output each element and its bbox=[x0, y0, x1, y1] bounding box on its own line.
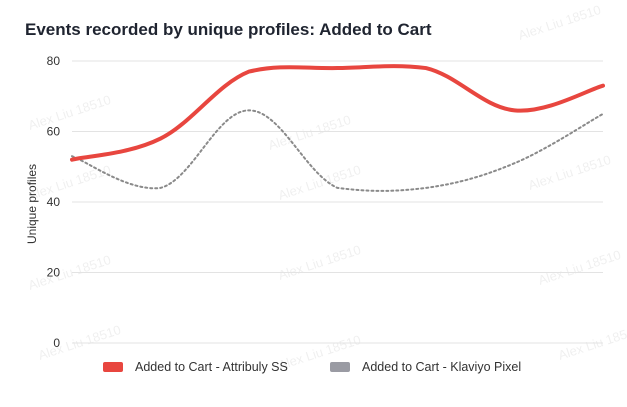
chart-title: Events recorded by unique profiles: Adde… bbox=[25, 20, 432, 39]
watermark-text: Alex Liu 18510 bbox=[36, 322, 122, 363]
watermark-text: Alex Liu 18510 bbox=[536, 247, 622, 288]
y-tick-label: 60 bbox=[47, 125, 61, 139]
watermark-layer: Alex Liu 18510 Alex Liu 18510 Alex Liu 185… bbox=[26, 2, 627, 373]
watermark-text: Alex Liu 18510 bbox=[26, 162, 112, 203]
watermark-text: Alex Liu 18510 bbox=[266, 112, 352, 153]
legend-label: Added to Cart - Klaviyo Pixel bbox=[362, 360, 521, 374]
watermark-text: Alex Liu 18510 bbox=[276, 242, 362, 283]
y-axis-title: Unique profiles bbox=[25, 164, 39, 244]
y-tick-label: 40 bbox=[47, 195, 61, 209]
watermark-text: Alex Liu 18510 bbox=[26, 92, 112, 133]
series-line bbox=[70, 64, 605, 162]
legend: Added to Cart - Attribuly SS Added to Car… bbox=[103, 360, 521, 374]
y-tick-label: 80 bbox=[47, 54, 61, 68]
legend-item[interactable]: Added to Cart - Klaviyo Pixel bbox=[330, 360, 521, 374]
watermark-text: Alex Liu 18510 bbox=[556, 322, 627, 363]
grid-lines bbox=[72, 60, 603, 344]
legend-item[interactable]: Added to Cart - Attribuly SS bbox=[103, 360, 288, 374]
series-line bbox=[71, 109, 604, 192]
legend-swatch bbox=[103, 362, 123, 372]
y-tick-label: 20 bbox=[47, 266, 61, 280]
watermark-text: Alex Liu 18510 bbox=[276, 162, 362, 203]
watermark-text: Alex Liu 18510 bbox=[526, 152, 612, 193]
series-layer bbox=[70, 64, 605, 192]
y-axis-ticks: 0 20 40 60 80 bbox=[47, 54, 61, 350]
legend-label: Added to Cart - Attribuly SS bbox=[135, 360, 288, 374]
y-tick-label: 0 bbox=[53, 336, 60, 350]
watermark-text: Alex Liu 18510 bbox=[516, 2, 602, 43]
legend-swatch bbox=[330, 362, 350, 372]
